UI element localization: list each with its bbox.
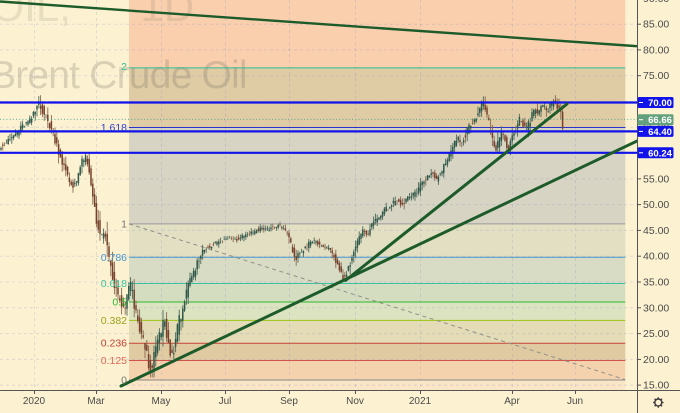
- svg-text:70.00: 70.00: [648, 98, 672, 109]
- svg-text:45.00: 45.00: [643, 225, 669, 237]
- svg-text:Nov: Nov: [346, 396, 364, 407]
- svg-text:2020: 2020: [23, 396, 46, 407]
- svg-text:66.66: 66.66: [648, 115, 672, 126]
- svg-text:80.00: 80.00: [643, 44, 669, 56]
- svg-text:90.00: 90.00: [643, 0, 669, 5]
- svg-text:25.00: 25.00: [643, 328, 669, 340]
- svg-text:Apr: Apr: [504, 396, 520, 407]
- svg-text:64.40: 64.40: [648, 127, 672, 138]
- svg-text:0.786: 0.786: [101, 252, 127, 264]
- svg-text:0.125: 0.125: [101, 355, 127, 367]
- svg-text:Jun: Jun: [567, 396, 583, 407]
- svg-text:2021: 2021: [409, 396, 432, 407]
- svg-text:85.00: 85.00: [643, 19, 669, 31]
- svg-text:35.00: 35.00: [643, 277, 669, 289]
- svg-text:May: May: [152, 396, 171, 407]
- svg-text:50.00: 50.00: [643, 199, 669, 211]
- svg-text:0.236: 0.236: [101, 338, 127, 350]
- svg-text:20.00: 20.00: [643, 354, 669, 366]
- svg-text:1.618: 1.618: [101, 122, 127, 134]
- svg-text:40.00: 40.00: [643, 251, 669, 263]
- svg-text:0.618: 0.618: [101, 278, 127, 290]
- svg-text:0.382: 0.382: [101, 315, 127, 327]
- svg-text:Sep: Sep: [280, 396, 298, 407]
- svg-text:Jul: Jul: [219, 396, 232, 407]
- svg-text:30.00: 30.00: [643, 302, 669, 314]
- svg-text:60.24: 60.24: [648, 148, 672, 159]
- svg-text:OIL, 1D: OIL, 1D: [0, 0, 194, 30]
- svg-text:2: 2: [121, 61, 127, 73]
- svg-text:15.00: 15.00: [643, 380, 669, 392]
- svg-text:0: 0: [121, 375, 127, 387]
- svg-text:1: 1: [121, 218, 127, 230]
- svg-text:55.00: 55.00: [643, 173, 669, 185]
- svg-text:Mar: Mar: [87, 396, 105, 407]
- svg-text:Brent Crude Oil: Brent Crude Oil: [0, 54, 247, 97]
- svg-text:75.00: 75.00: [643, 70, 669, 82]
- svg-text:0.5: 0.5: [112, 297, 127, 309]
